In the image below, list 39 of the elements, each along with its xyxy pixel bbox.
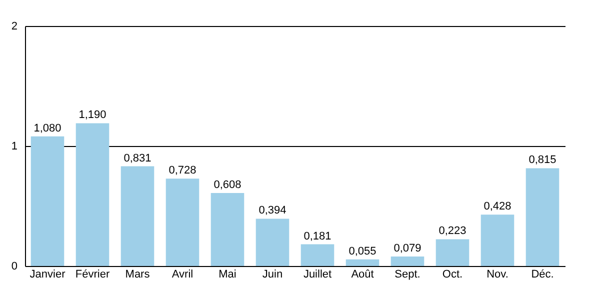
x-tick-label: Déc. (531, 268, 554, 280)
data-label: 0,831 (124, 152, 152, 164)
data-label: 0,079 (394, 242, 422, 255)
bar (256, 218, 290, 266)
bar (436, 239, 470, 266)
data-label: 0,181 (304, 230, 332, 242)
bar (300, 244, 334, 266)
x-tick-label: Août (351, 268, 374, 280)
data-label: 0,728 (168, 164, 196, 177)
x-tick-label: Mars (125, 268, 150, 280)
bar (76, 123, 110, 266)
data-label: 0,394 (258, 204, 286, 217)
bar (346, 259, 380, 266)
x-tick-label: Juillet (303, 268, 332, 280)
y-tick-label: 2 (11, 20, 18, 32)
bar (526, 168, 560, 266)
y-tick-label: 0 (11, 260, 18, 272)
data-label: 0,428 (484, 200, 512, 213)
data-label: 0,223 (438, 225, 466, 238)
data-label: 0,608 (214, 179, 242, 192)
bar (480, 214, 514, 266)
x-tick-label: Sept. (394, 268, 420, 280)
x-tick-label: Janvier (30, 268, 66, 280)
x-tick-label: Avril (172, 268, 194, 280)
data-label: 1,190 (78, 109, 106, 122)
data-label: 0,815 (528, 154, 556, 166)
x-tick-label: Oct. (442, 268, 463, 280)
x-tick-label: Février (75, 268, 110, 280)
x-tick-label: Nov. (486, 268, 508, 280)
data-label: 0,055 (348, 245, 376, 258)
bar (120, 166, 154, 266)
bar (210, 193, 244, 266)
x-tick-label: Juin (262, 268, 283, 280)
x-tick-label: Mai (218, 268, 236, 280)
bar (390, 256, 424, 266)
bar (30, 136, 64, 266)
y-tick-label: 1 (11, 140, 18, 152)
bar (166, 178, 200, 266)
data-label: 1,080 (34, 122, 62, 134)
